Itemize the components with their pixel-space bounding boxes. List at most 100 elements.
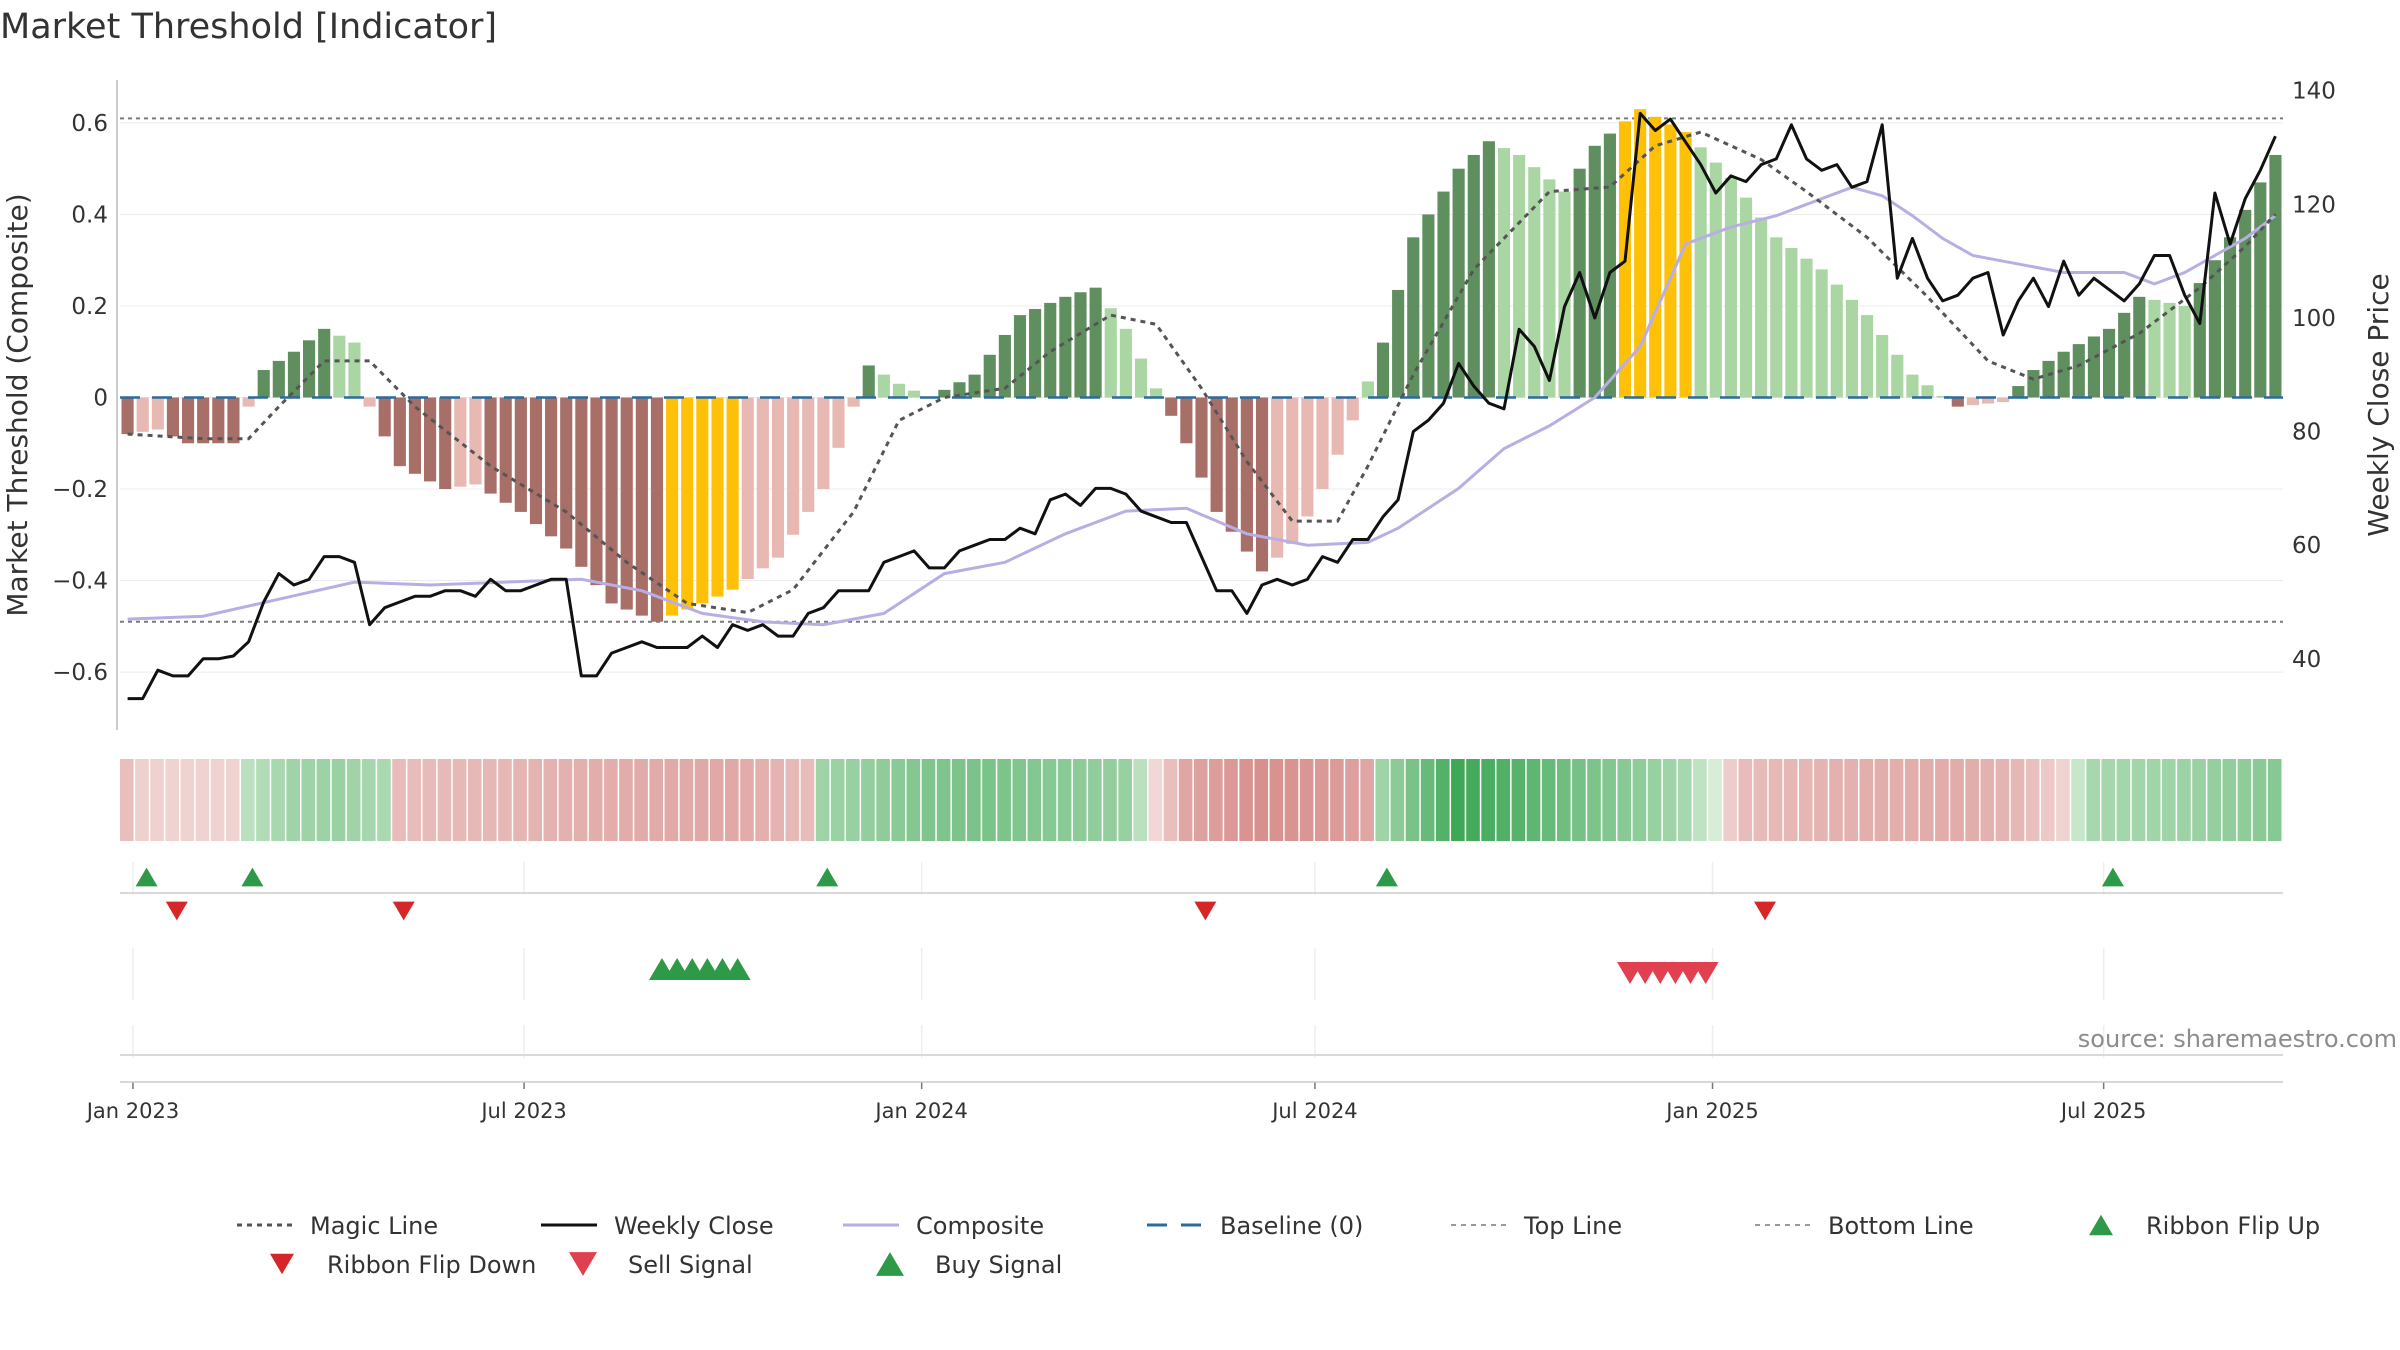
ribbon-cell [1209,759,1223,841]
legend-label: Baseline (0) [1220,1212,1363,1240]
histogram-bar [862,365,875,398]
histogram-bar [1815,269,1828,398]
ribbon-cell [2040,759,2055,841]
ribbon-cell [936,759,951,841]
ribbon-cell [785,759,800,841]
histogram-bar [2193,283,2206,398]
ribbon-flip-up-marker [816,867,839,887]
y-left-tick-label: −0.6 [52,660,108,686]
histogram-bar [2223,237,2237,398]
ribbon-cell [1526,759,1541,841]
histogram-bar [1800,258,1813,398]
histogram-bar [136,397,149,432]
ribbon-cell [2086,759,2100,841]
x-tick-label: Jul 2023 [479,1099,566,1123]
ribbon-cell [1314,759,1329,841]
histogram-bar [1724,177,1737,398]
histogram-bar [1467,154,1480,398]
legend-swatch [569,1252,597,1276]
ribbon-flip-up-marker [1375,867,1398,887]
ribbon-cell [1284,759,1299,841]
reference-lines [120,117,2283,623]
ribbon-cell [1783,759,1798,841]
histogram-bar [1346,397,1359,421]
ribbon-cell [1072,759,1087,841]
histogram-bar [666,397,679,616]
y-left-tick-label: 0.6 [71,111,108,137]
histogram-bar [1059,296,1072,398]
ribbon-cell [316,759,331,841]
histogram-bar [892,383,906,398]
ribbon-cell [770,759,785,841]
ribbon-cell [1950,759,1964,841]
histogram-bar [1528,167,1541,398]
ribbon-cell [1935,759,1949,841]
ribbon-cell [1481,759,1495,841]
histogram-bar [182,397,195,444]
histogram-bar [1951,397,1964,407]
histogram-bar [439,397,452,490]
histogram-bar [1845,299,1858,398]
histogram-bar [499,397,512,503]
histogram-bar [1331,397,1344,455]
ribbon-cell [225,759,240,841]
ribbon-cell [1042,759,1057,841]
histogram-bar [272,360,285,398]
histogram-bar [2163,302,2176,398]
ribbon-cell [997,759,1011,841]
histogram-bar [1074,292,1087,398]
histogram-bar [2208,260,2221,398]
ribbon-cell [467,759,482,841]
ribbon-cell [830,759,845,841]
histogram-bar [2239,209,2252,398]
histogram-bar [197,397,210,444]
histogram-bar [1966,397,1979,406]
histogram-bar [968,374,981,398]
ribbon-flip-up-marker [135,867,158,887]
ribbon-cell [1254,759,1269,841]
histogram-bar [1210,397,1223,512]
histogram-bar [1013,315,1027,398]
ribbon-cell [1133,759,1148,841]
histogram-bar [303,340,316,398]
ribbon-cell [1390,759,1405,841]
ribbon-cell [800,759,815,841]
histogram-bar [1830,284,1843,398]
ribbon-cell [1753,759,1768,841]
ribbon-cell [301,759,316,841]
y-left-tick-label: 0 [93,386,108,412]
histogram-bar [1361,381,1374,398]
histogram-bar [1588,145,1601,398]
ribbon-cell [195,759,210,841]
histogram-bar [741,397,754,580]
histogram-bar [1543,179,1556,398]
histogram-bar [1603,133,1616,398]
ribbon-cell [1647,759,1662,841]
histogram-bar [1165,397,1178,416]
histogram-bar [1180,397,1193,444]
histogram-bar [1997,397,2010,403]
legend-swatch [2089,1214,2113,1236]
histogram-bar [2027,370,2040,398]
histogram-bar [1376,342,1390,398]
histogram-bar [333,335,346,398]
ribbon-flip-down-marker [165,901,188,921]
ribbon-cell [982,759,996,841]
histogram-bar [424,397,437,482]
histogram-bar [1876,334,1889,398]
histogram-bar [318,328,331,398]
histogram-bar [575,397,588,567]
ribbon-cell [1919,759,1934,841]
ribbon-cell [1677,759,1692,841]
ribbon-cell [1556,759,1571,841]
histogram-bar [1739,197,1753,398]
histogram-bar [1104,308,1117,398]
histogram-bar [2072,344,2085,398]
ribbon-cell [2116,759,2131,841]
ribbon-cell [1193,759,1208,841]
ribbon-cell [2146,759,2161,841]
ribbon-cell [513,759,527,841]
ribbon-cell [1889,759,1904,841]
ribbon-cell [1572,759,1586,841]
